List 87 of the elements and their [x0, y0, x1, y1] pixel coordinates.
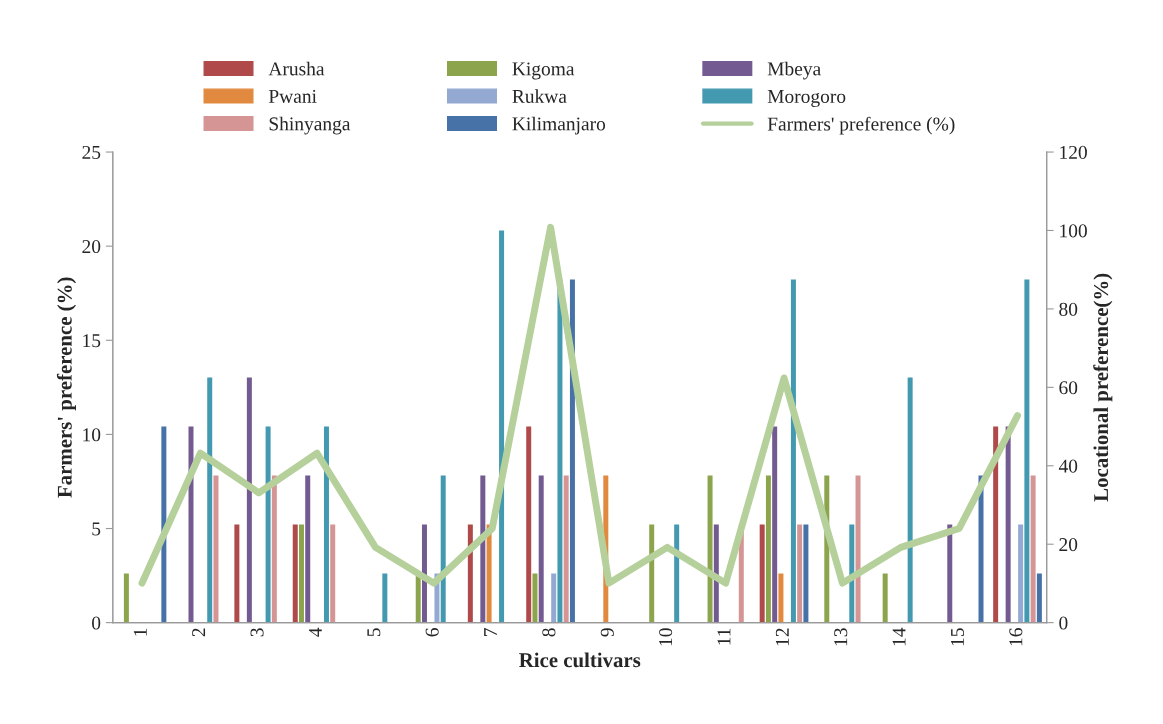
bar [713, 524, 719, 623]
y2-tick-label: 100 [1060, 224, 1087, 238]
bar [797, 524, 803, 623]
x-tick-label: 3 [250, 628, 264, 637]
bar [907, 377, 913, 623]
y2-tick-label: 40 [1058, 459, 1078, 473]
bar [298, 524, 304, 623]
x-tick-label: 12 [775, 628, 789, 646]
y-tick-label: 15 [83, 334, 101, 348]
bar [849, 524, 855, 623]
bar [772, 426, 778, 623]
bar [499, 230, 505, 623]
legend-label: Kigoma [512, 62, 575, 80]
bar [382, 573, 388, 623]
y2-tick-label: 20 [1059, 538, 1078, 552]
y-tick-label: 5 [92, 522, 101, 536]
legend-label: Shinyanga [269, 116, 351, 135]
bar [532, 573, 538, 623]
legend-label: Mbeya [767, 61, 821, 80]
bar [1036, 573, 1042, 623]
legend-label: Kilimanjaro [512, 116, 606, 135]
bar [323, 426, 329, 623]
bar [538, 475, 544, 623]
legend-label: Rukwa [512, 89, 567, 103]
bar [305, 475, 311, 623]
x-tick-label: 16 [1009, 628, 1023, 646]
y-tick-label: 25 [82, 145, 101, 159]
x-tick-label: 4 [308, 627, 322, 637]
bar [707, 475, 713, 623]
bar [759, 524, 765, 623]
bar [440, 475, 446, 623]
bar [246, 377, 252, 623]
y-axis-title: Farmers' preference (%) [56, 277, 77, 498]
bar [292, 524, 298, 623]
legend-label: Pwani [268, 89, 317, 103]
bar [649, 524, 655, 623]
bar [526, 426, 532, 623]
bar [213, 475, 219, 623]
bar [1018, 524, 1024, 623]
y2-tick-label: 60 [1059, 381, 1078, 395]
x-tick-label: 1 [133, 628, 147, 636]
x-tick-label: 7 [484, 628, 497, 636]
y-tick-label: 0 [92, 616, 101, 630]
bar [480, 475, 486, 623]
legend-label: Farmers' preference (%) [767, 116, 955, 135]
y2-tick-label: 0 [1059, 616, 1068, 630]
bar [765, 475, 771, 623]
x-tick-label: 15 [950, 628, 965, 646]
bar [1005, 426, 1011, 623]
bar [947, 524, 953, 623]
x-tick-label: 2 [192, 628, 206, 637]
bar [790, 279, 796, 623]
bar [421, 524, 427, 623]
bar [1024, 279, 1030, 623]
bar [882, 573, 888, 623]
y2-tick-label: 120 [1060, 145, 1087, 159]
x-tick-label: 11 [717, 628, 731, 645]
legend-label: Morogoro [767, 90, 846, 107]
bar [123, 573, 129, 623]
bar [1030, 475, 1036, 623]
bar [551, 573, 557, 623]
bar [855, 475, 861, 623]
y2-axis-title: Locational preference(%) [1093, 273, 1113, 502]
legend-label: Arusha [268, 61, 325, 76]
y-tick-label: 20 [82, 239, 101, 254]
x-tick-label: 14 [892, 627, 906, 646]
bar [674, 524, 680, 623]
y2-tick-label: 80 [1059, 302, 1078, 316]
bar [161, 426, 167, 623]
bar [265, 426, 271, 623]
bar [234, 524, 240, 623]
x-tick-label: 5 [367, 628, 381, 637]
bar [993, 426, 999, 623]
bar [207, 377, 213, 623]
x-tick-label: 8 [542, 628, 556, 637]
bar [188, 426, 194, 623]
x-tick-label: 6 [425, 628, 439, 637]
bar [330, 524, 336, 623]
y-tick-label: 10 [83, 428, 101, 442]
bar [563, 475, 569, 623]
bar [778, 573, 784, 623]
x-tick-label: 10 [659, 628, 673, 646]
bar [271, 475, 277, 623]
x-axis-title: Rice cultivars [519, 652, 641, 668]
x-tick-label: 13 [834, 628, 848, 646]
bar [803, 524, 809, 623]
x-tick-label: 9 [600, 628, 614, 637]
